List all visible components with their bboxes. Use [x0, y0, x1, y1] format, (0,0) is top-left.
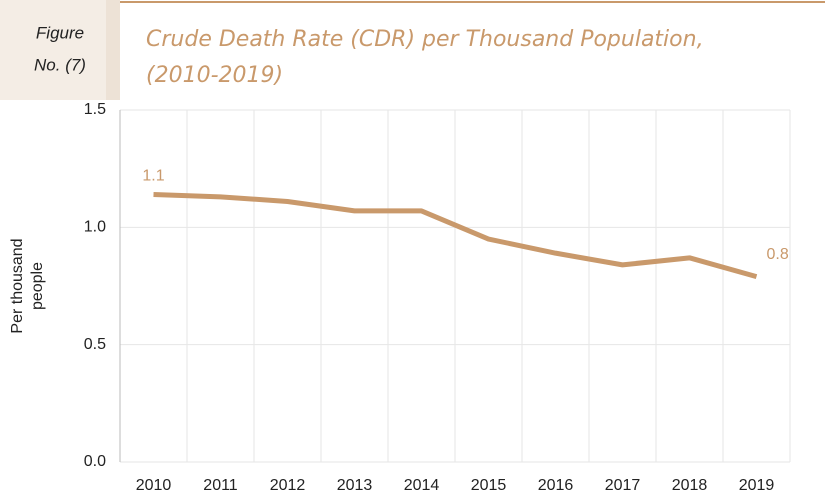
x-tick-label: 2016: [538, 477, 574, 494]
y-tick-label: 1.5: [84, 101, 106, 118]
y-tick-label: 0.0: [84, 453, 106, 470]
x-tick-label: 2018: [672, 477, 708, 494]
chart-title: Crude Death Rate (CDR) per Thousand Popu…: [146, 27, 704, 52]
figure-label: Figure: [36, 23, 84, 42]
y-axis-label: Per thousand: [9, 238, 26, 333]
x-tick-label: 2010: [136, 477, 172, 494]
x-tick-label: 2014: [404, 477, 440, 494]
x-tick-label: 2011: [203, 477, 238, 494]
x-tick-label: 2019: [739, 477, 775, 494]
x-tick-label: 2012: [270, 477, 306, 494]
figure-box: [0, 0, 106, 100]
data-label: 0.8: [767, 246, 789, 263]
data-line: [153, 191, 758, 280]
data-label: 1.1: [142, 168, 164, 185]
y-tick-label: 0.5: [84, 336, 106, 353]
x-tick-label: 2013: [337, 477, 373, 494]
y-tick-label: 1.0: [84, 219, 106, 236]
y-axis-label: people: [29, 262, 46, 310]
figure-label: No. (7): [34, 55, 86, 74]
x-tick-label: 2017: [605, 477, 641, 494]
figure-strip: [106, 0, 120, 100]
chart-title: (2010-2019): [146, 63, 283, 88]
x-tick-label: 2015: [471, 477, 507, 494]
